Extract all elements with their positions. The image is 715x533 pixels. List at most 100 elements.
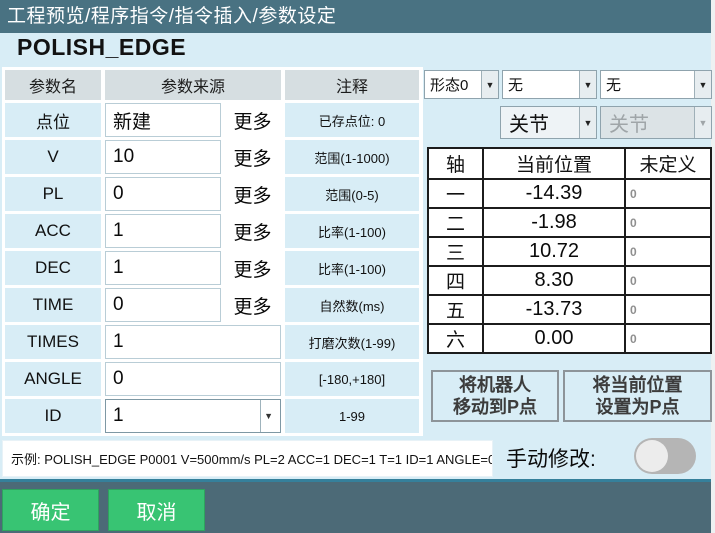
- time-more-button[interactable]: 更多: [224, 288, 281, 322]
- id-select[interactable]: 1 ▼: [105, 399, 281, 433]
- table-row: 四 8.30 0: [427, 265, 712, 296]
- col-header-param-name: 参数名: [5, 70, 101, 100]
- param-label: DEC: [5, 251, 101, 285]
- axis-position: -13.73: [482, 294, 626, 325]
- pose-form-value: 形态0: [430, 77, 469, 94]
- example-text-box: 示例: POLISH_EDGE P0001 V=500mm/s PL=2 ACC…: [2, 440, 493, 477]
- move-robot-to-p-button[interactable]: 将机器人 移动到P点: [431, 370, 559, 422]
- dec-more-button[interactable]: 更多: [224, 251, 281, 285]
- option-select-2[interactable]: 无 ▼: [600, 70, 712, 99]
- param-label: V: [5, 140, 101, 174]
- title-bar: 工程预览/程序指令/指令插入/参数设定: [0, 0, 711, 33]
- param-note: 比率(1-100): [285, 251, 419, 285]
- table-row: 新建 更多: [105, 103, 281, 137]
- param-note: [-180,+180]: [285, 362, 419, 396]
- param-label: 点位: [5, 103, 101, 137]
- param-label: PL: [5, 177, 101, 211]
- coord-system-disabled-value: 关节: [609, 114, 649, 136]
- axis-position-table: 轴 当前位置 未定义 一 -14.39 0 二 -1.98 0 三 10.72 …: [427, 147, 712, 354]
- table-row: 10 更多: [105, 140, 281, 174]
- example-text: 示例: POLISH_EDGE P0001 V=500mm/s PL=2 ACC…: [11, 452, 493, 467]
- param-note: 比率(1-100): [285, 214, 419, 248]
- time-value-field[interactable]: 0: [105, 288, 221, 322]
- parameter-table: 参数名 参数来源 注释 点位 新建 更多 已存点位: 0 V 10 更多 范围(…: [2, 67, 423, 436]
- table-row: 一 -14.39 0: [427, 178, 712, 209]
- axis-target: 0: [624, 207, 712, 238]
- instruction-name-label: POLISH_EDGE: [17, 34, 187, 60]
- pose-form-select[interactable]: 形态0 ▼: [424, 70, 499, 99]
- axis-name: 二: [427, 207, 484, 238]
- move-robot-line2: 移动到P点: [452, 397, 537, 417]
- pl-value-field[interactable]: 0: [105, 177, 221, 211]
- acc-more-button[interactable]: 更多: [224, 214, 281, 248]
- param-label: TIME: [5, 288, 101, 322]
- breadcrumb: 工程预览/程序指令/指令插入/参数设定: [7, 6, 337, 27]
- move-robot-line1: 将机器人: [459, 374, 531, 395]
- axis-name: 五: [427, 294, 484, 325]
- coord-system-select[interactable]: 关节 ▼: [500, 106, 597, 139]
- param-label: ANGLE: [5, 362, 101, 396]
- manual-edit-toggle[interactable]: [634, 438, 696, 474]
- param-note: 1-99: [285, 399, 419, 433]
- chevron-down-icon: ▼: [694, 71, 711, 98]
- axis-position: 10.72: [482, 236, 626, 267]
- axis-position: -1.98: [482, 207, 626, 238]
- axis-name: 三: [427, 236, 484, 267]
- cancel-button[interactable]: 取消: [108, 489, 205, 531]
- chevron-down-icon: ▼: [481, 71, 498, 98]
- chevron-down-icon: ▼: [694, 107, 711, 138]
- acc-value-field[interactable]: 1: [105, 214, 221, 248]
- table-row: 0 更多: [105, 177, 281, 211]
- param-label: ACC: [5, 214, 101, 248]
- set-current-position-as-p-button[interactable]: 将当前位置 设置为P点: [563, 370, 712, 422]
- confirm-button[interactable]: 确定: [2, 489, 99, 531]
- axis-target: 0: [624, 178, 712, 209]
- pl-more-button[interactable]: 更多: [224, 177, 281, 211]
- col-header-note: 注释: [285, 70, 419, 100]
- axis-target: 0: [624, 294, 712, 325]
- axis-name: 一: [427, 178, 484, 209]
- table-row: 1 更多: [105, 251, 281, 285]
- table-row: 六 0.00 0: [427, 323, 712, 354]
- point-more-button[interactable]: 更多: [224, 103, 281, 137]
- table-row: 三 10.72 0: [427, 236, 712, 267]
- v-more-button[interactable]: 更多: [224, 140, 281, 174]
- table-row: 五 -13.73 0: [427, 294, 712, 325]
- chevron-down-icon: ▼: [579, 107, 596, 138]
- param-note: 已存点位: 0: [285, 103, 419, 137]
- toggle-knob: [636, 440, 668, 472]
- axis-name: 四: [427, 265, 484, 296]
- axis-position: 0.00: [482, 323, 626, 354]
- point-value-field[interactable]: 新建: [105, 103, 221, 137]
- axis-target: 0: [624, 236, 712, 267]
- times-value-field[interactable]: 1: [105, 325, 281, 359]
- axis-col-header: 轴: [427, 147, 484, 180]
- axis-table-header: 轴 当前位置 未定义: [427, 147, 712, 180]
- undefined-col-header: 未定义: [624, 147, 712, 180]
- axis-target: 0: [624, 265, 712, 296]
- chevron-down-icon: ▼: [579, 71, 596, 98]
- param-note: 范围(1-1000): [285, 140, 419, 174]
- v-value-field[interactable]: 10: [105, 140, 221, 174]
- option-select-1[interactable]: 无 ▼: [502, 70, 597, 99]
- angle-value-field[interactable]: 0: [105, 362, 281, 396]
- chevron-down-icon: ▼: [260, 400, 276, 432]
- param-note: 打磨次数(1-99): [285, 325, 419, 359]
- axis-position: -14.39: [482, 178, 626, 209]
- option-select-1-value: 无: [508, 77, 524, 94]
- dec-value-field[interactable]: 1: [105, 251, 221, 285]
- param-label: ID: [5, 399, 101, 433]
- coord-system-select-disabled: 关节 ▼: [600, 106, 712, 139]
- col-header-param-source: 参数来源: [105, 70, 281, 100]
- axis-name: 六: [427, 323, 484, 354]
- axis-position: 8.30: [482, 265, 626, 296]
- table-row: 二 -1.98 0: [427, 207, 712, 238]
- table-row: 0 更多: [105, 288, 281, 322]
- id-select-value: 1: [113, 405, 124, 426]
- coord-system-value: 关节: [509, 114, 549, 136]
- manual-edit-label: 手动修改:: [506, 448, 596, 471]
- param-note: 自然数(ms): [285, 288, 419, 322]
- current-position-col-header: 当前位置: [482, 147, 626, 180]
- axis-target: 0: [624, 323, 712, 354]
